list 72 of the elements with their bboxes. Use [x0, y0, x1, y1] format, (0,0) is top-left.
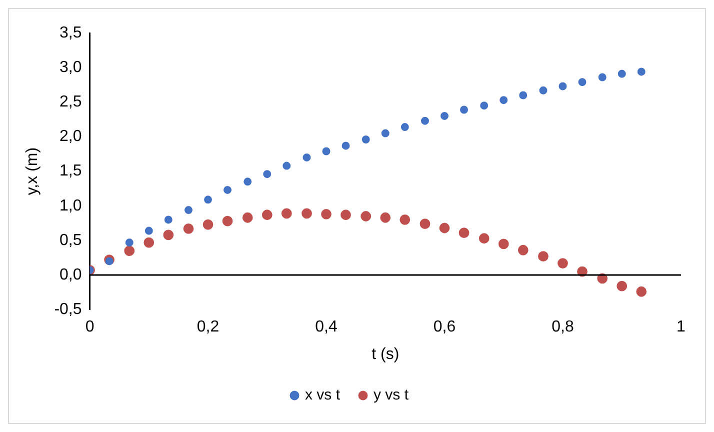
point [558, 82, 567, 90]
point [598, 73, 606, 82]
point [460, 106, 468, 114]
point [518, 244, 528, 256]
point [183, 223, 194, 234]
point [421, 116, 429, 125]
x-tick-label: 0,8 [552, 318, 574, 336]
point [342, 142, 350, 150]
point [281, 208, 292, 219]
point [636, 286, 647, 297]
point [478, 233, 490, 244]
point [519, 91, 528, 100]
point [362, 135, 370, 144]
y-tick-label: 0,5 [60, 232, 82, 249]
y-tick-label: -0,5 [54, 301, 82, 318]
x-axis-title: t (s) [372, 346, 400, 363]
point [558, 258, 568, 268]
y-tick-label: 1,0 [60, 197, 82, 214]
y-tick-label: 2,0 [60, 128, 82, 146]
y-tick-label: 0,0 [60, 266, 82, 284]
point [381, 129, 390, 138]
x-tick-label: 0,2 [196, 318, 220, 336]
point [340, 210, 351, 220]
point [302, 208, 312, 219]
point [618, 70, 626, 78]
x-tick-label: 0,6 [433, 318, 456, 336]
point [202, 219, 214, 230]
point [144, 226, 153, 235]
point [480, 102, 488, 110]
point [440, 112, 449, 120]
point [242, 212, 253, 223]
y-tick-label: 3,0 [60, 58, 82, 76]
point [400, 214, 410, 225]
point [578, 78, 586, 86]
y-tick-label: 1,5 [60, 162, 82, 180]
point [637, 68, 646, 76]
point [302, 153, 311, 162]
point [282, 162, 291, 170]
x-tick-label: 0,4 [315, 318, 338, 336]
legend-label: y vs t [374, 386, 410, 404]
point [204, 196, 212, 204]
x-tick-label: 1 [676, 318, 686, 336]
point [616, 280, 628, 292]
point [538, 251, 548, 262]
point [380, 212, 391, 223]
point [458, 228, 470, 238]
point [224, 186, 232, 194]
point [539, 86, 548, 94]
point [262, 210, 272, 220]
y-axis-title: y,x (m) [24, 147, 42, 196]
point [321, 208, 332, 220]
point [439, 222, 450, 234]
point [163, 230, 174, 240]
point [105, 257, 114, 266]
point [360, 211, 372, 222]
point [500, 96, 508, 104]
point [164, 216, 172, 224]
point [400, 123, 409, 132]
point [420, 218, 430, 230]
point [322, 147, 330, 156]
point [498, 238, 509, 250]
point [125, 238, 134, 247]
point [222, 216, 233, 226]
legend-label: x vs t [305, 386, 341, 404]
x-tick-label: 0 [85, 318, 94, 336]
point [263, 170, 272, 178]
y-tick-label: 2,5 [60, 94, 82, 111]
point [244, 178, 252, 186]
point [144, 237, 154, 248]
y-tick-label: 3,5 [60, 24, 82, 42]
point [124, 246, 135, 256]
point [184, 206, 193, 214]
